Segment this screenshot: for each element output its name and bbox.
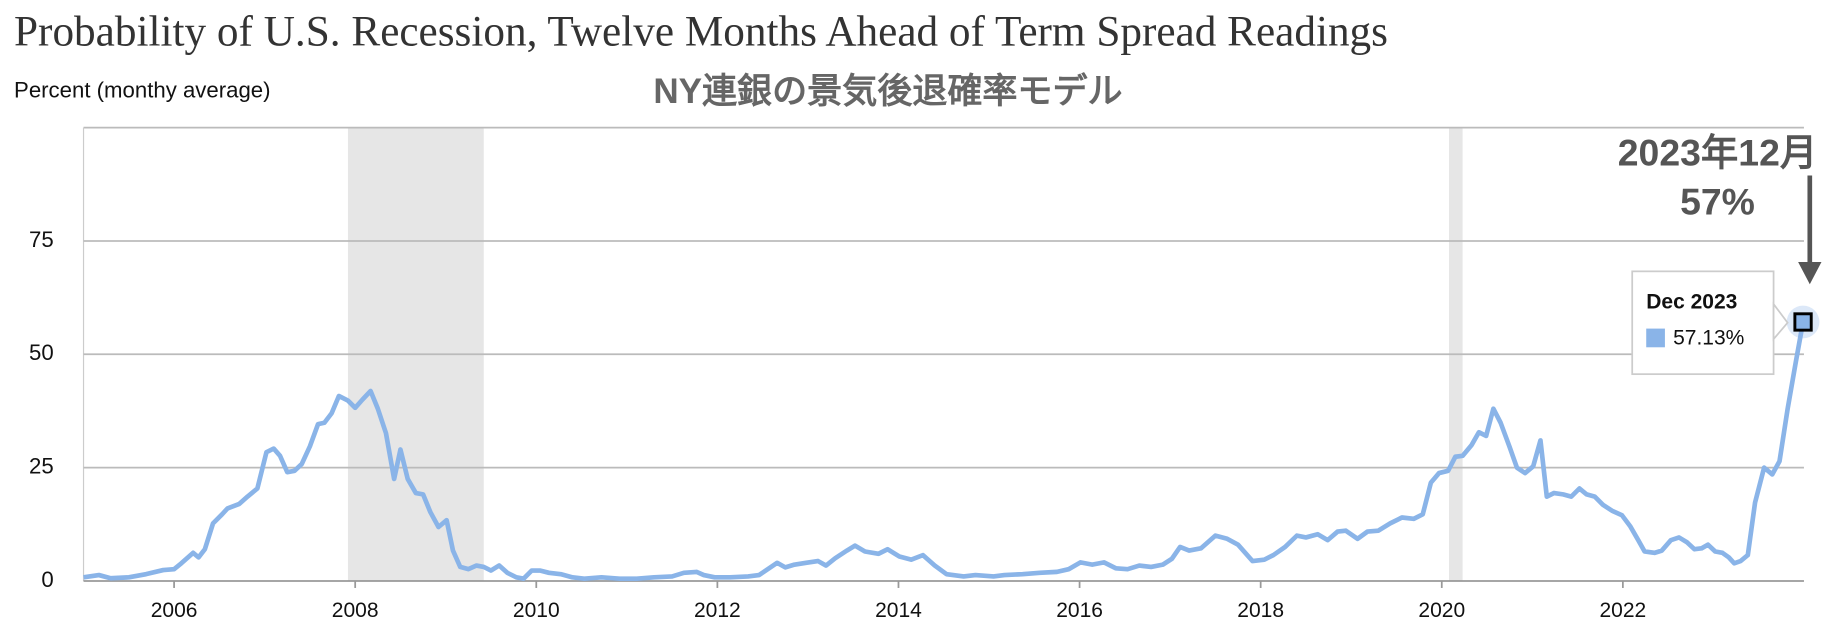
annotation-date: 2023年12月 — [1618, 132, 1817, 174]
x-tick-label: 2008 — [332, 599, 379, 622]
annotation-arrowhead — [1798, 261, 1822, 285]
tooltip: Dec 2023 57.13% — [1631, 270, 1789, 376]
x-tick-label: 2012 — [694, 599, 741, 622]
plot-area: 0 25 50 75 2006 2008 2010 2012 2014 2016 2018 2020 2… — [29, 126, 1820, 622]
y-axis-label: Percent (monthy average) — [14, 77, 271, 102]
highlight-point — [1793, 312, 1813, 332]
tooltip-value: 57.13% — [1673, 327, 1744, 350]
data-line — [83, 321, 1806, 582]
tooltip-pointer — [1772, 301, 1789, 342]
x-tick-label: 2016 — [1056, 599, 1103, 622]
x-tick-label: 2018 — [1237, 599, 1284, 622]
x-tick-label: 2022 — [1599, 599, 1646, 622]
chart-title: Probability of U.S. Recession, Twelve Mo… — [14, 7, 1388, 55]
chart-subtitle: NY連銀の景気後退確率モデル — [653, 71, 1122, 111]
x-tick-label: 2014 — [875, 599, 922, 622]
tooltip-box — [1631, 270, 1775, 376]
tooltip-title: Dec 2023 — [1646, 290, 1737, 313]
x-tick-label: 2020 — [1418, 599, 1465, 622]
y-tick-label: 25 — [29, 453, 54, 478]
y-tick-label: 75 — [29, 227, 54, 252]
y-tick-label: 50 — [29, 340, 54, 365]
x-tick-label: 2006 — [151, 599, 198, 622]
annotation-value: 57% — [1680, 181, 1755, 223]
x-tick-label: 2010 — [513, 599, 560, 622]
tooltip-swatch — [1646, 328, 1665, 348]
y-tick-label: 0 — [41, 567, 53, 592]
